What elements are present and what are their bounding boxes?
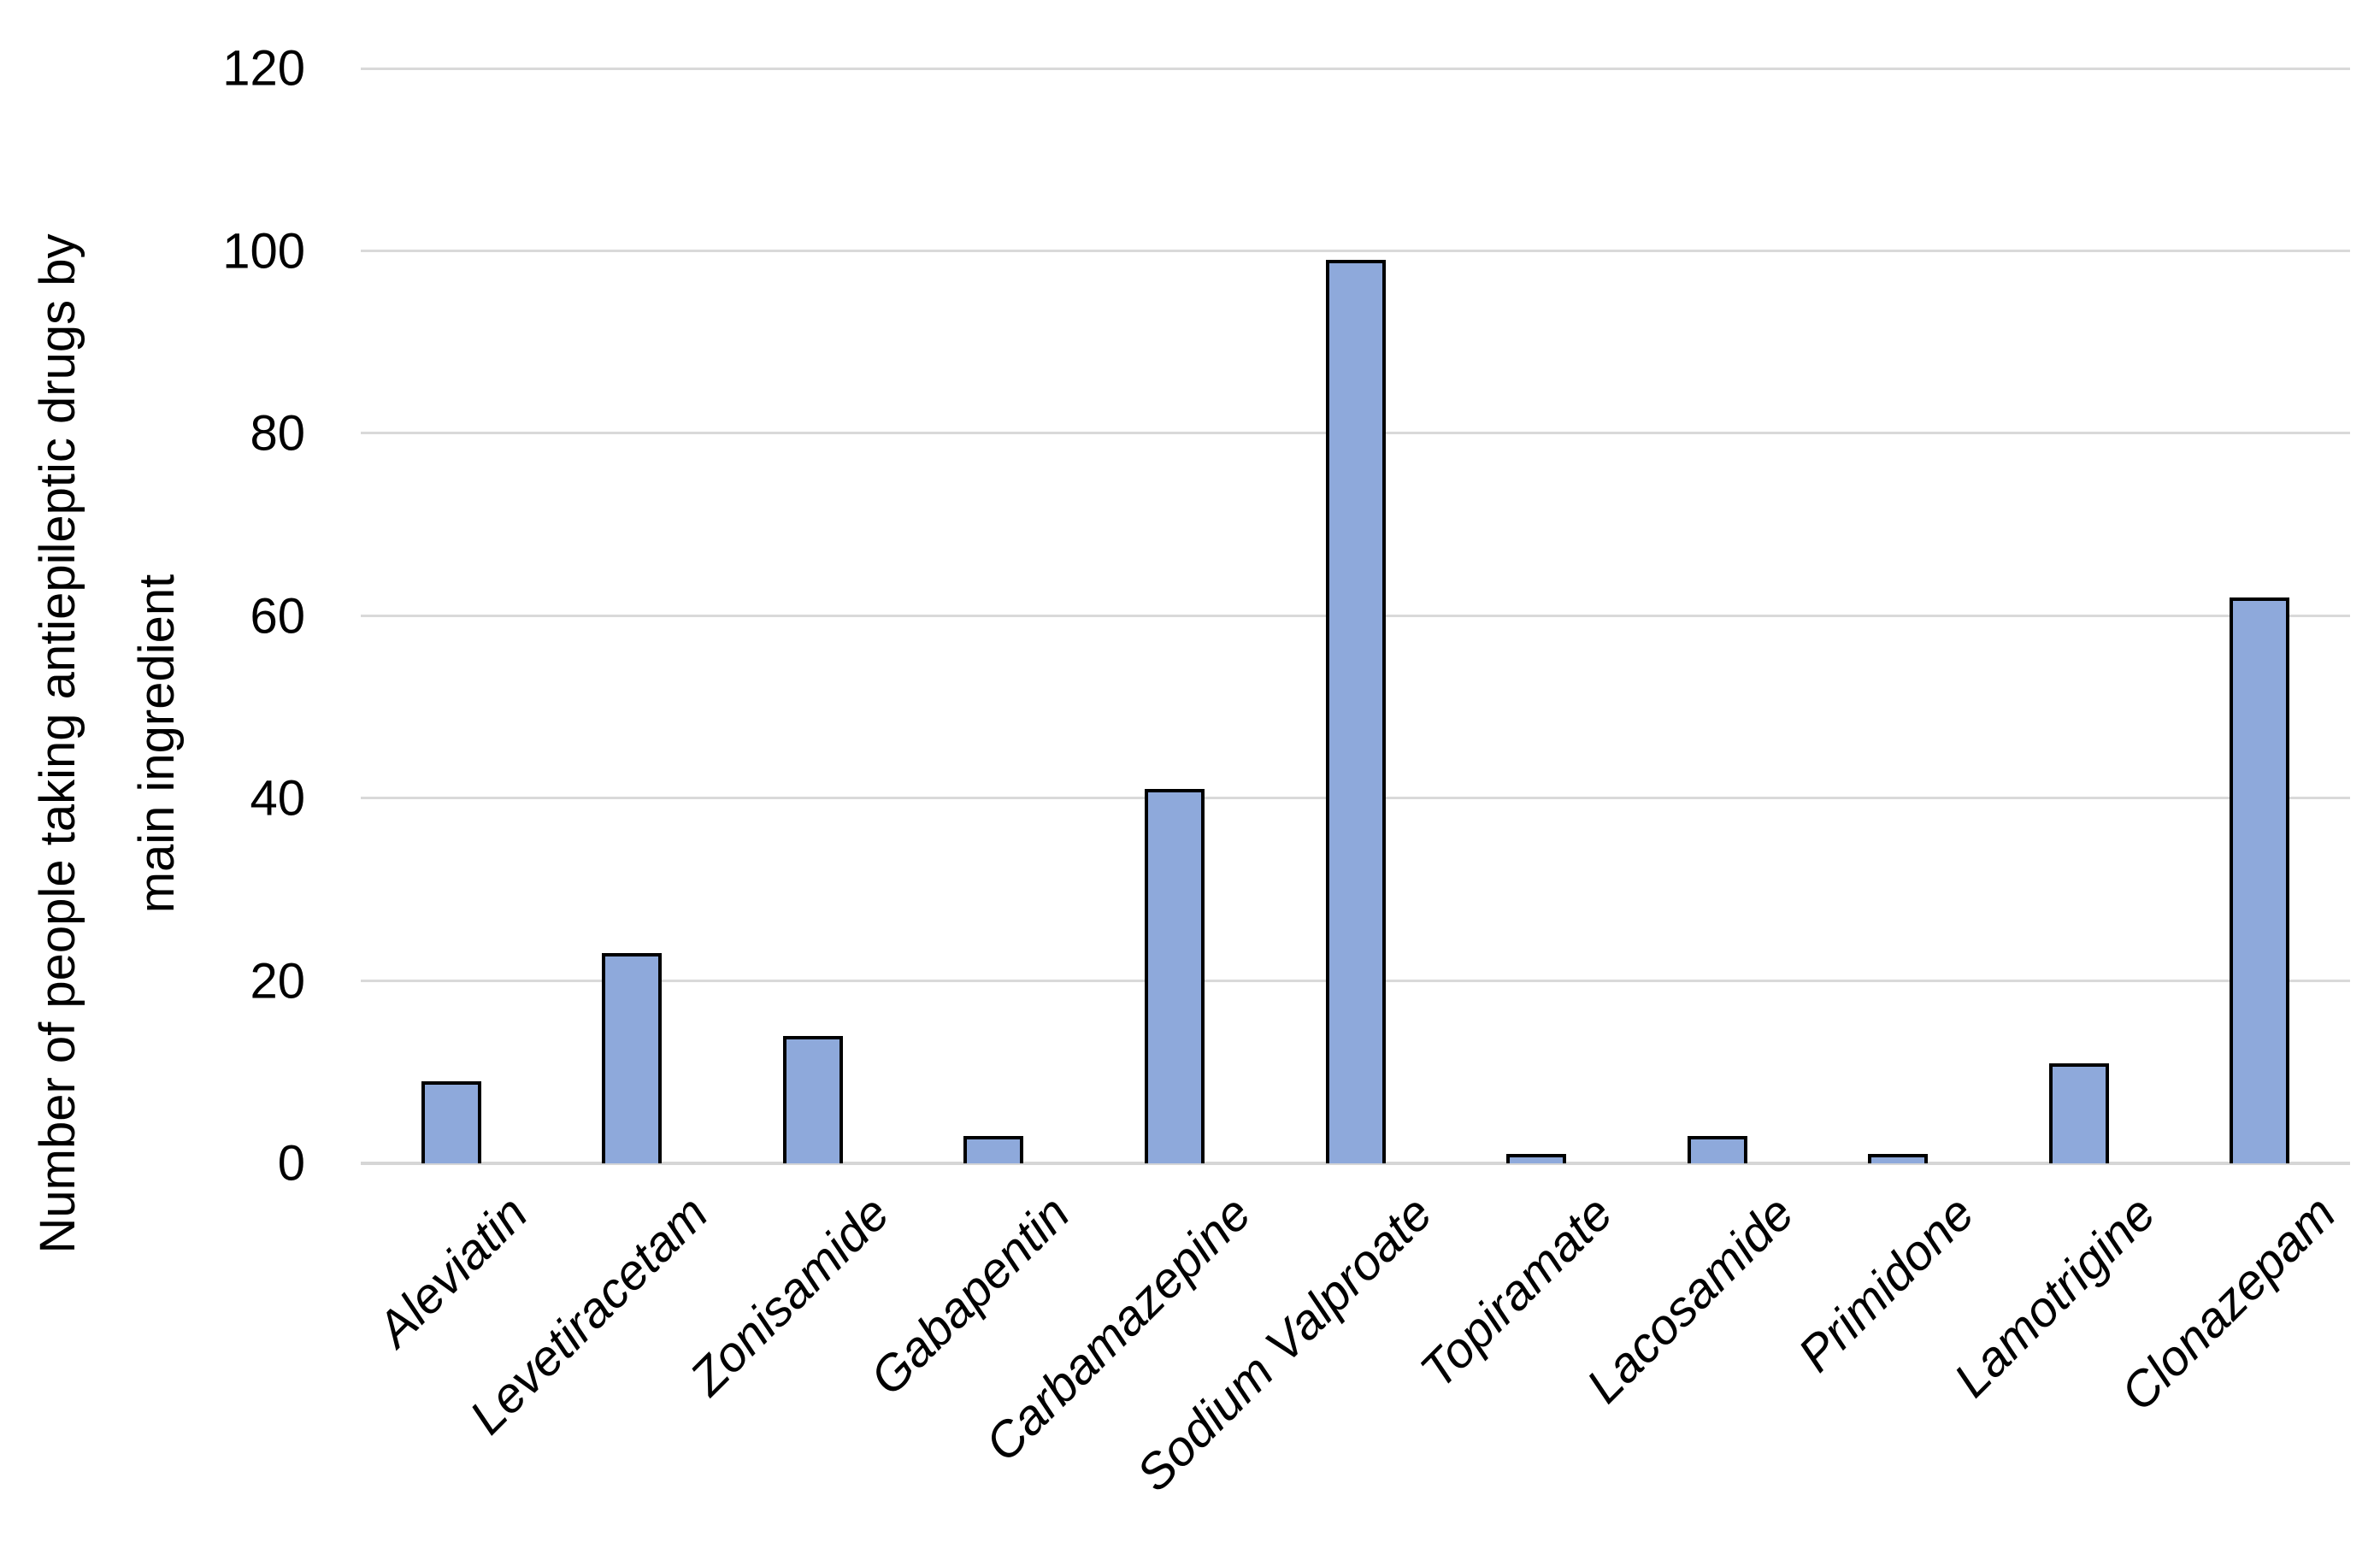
bar-carbamazepine: [1144, 789, 1205, 1163]
plot-area: [361, 67, 2350, 1165]
bar-aleviatin: [421, 1080, 481, 1163]
bar-lacosamide: [1687, 1135, 1747, 1163]
y-tick-label-100: 100: [222, 223, 305, 279]
y-tick-label-80: 80: [250, 405, 305, 462]
y-tick-labels: 0 20 40 60 80 100 120: [0, 41, 305, 1192]
bar-levetiracetam: [602, 953, 663, 1163]
y-tick-label-60: 60: [250, 588, 305, 644]
bar-primidone: [1868, 1154, 1929, 1163]
bar-clonazepam: [2230, 597, 2290, 1163]
gridline-y100: [361, 249, 2350, 252]
y-tick-label-0: 0: [277, 1135, 305, 1192]
y-tick-label-20: 20: [250, 953, 305, 1009]
bar-sodium-valproate: [1325, 260, 1386, 1163]
bar-zonisamide: [782, 1035, 843, 1163]
y-tick-label-120: 120: [222, 40, 305, 97]
bar-lamotrigine: [2048, 1062, 2109, 1163]
x-category-labels: Aleviatin Levetiracetam Zonisamide Gabapent…: [361, 1163, 2350, 1548]
x-axis-line: [361, 1162, 2350, 1165]
bar-topiramate: [1506, 1154, 1567, 1163]
bar-gabapentin: [963, 1135, 1024, 1163]
y-tick-label-40: 40: [250, 770, 305, 827]
gridline-y120: [361, 67, 2350, 70]
